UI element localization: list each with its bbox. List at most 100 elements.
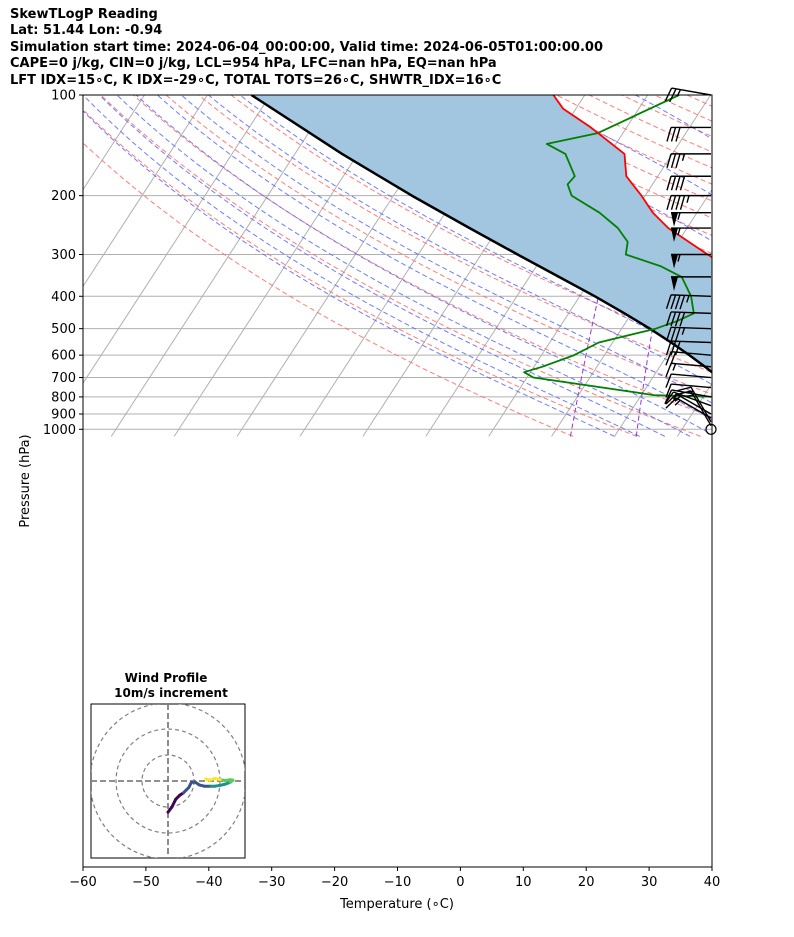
barb-shaft [671,373,712,379]
x-tick-label: 20 [578,875,595,890]
barb-half [672,393,679,400]
temperature-line [552,95,712,259]
isotherm-line [110,95,334,437]
y-tick-label: 700 [51,371,76,386]
wind-barb [665,383,712,398]
wind-barb [671,227,711,242]
time-line: Simulation start time: 2024-06-04_00:00:… [10,39,603,55]
wind-barb [665,311,712,327]
barb-full [665,340,672,356]
moist-adiabat-line [180,95,712,404]
moist-adiabat-line [749,95,794,436]
moist-adiabat-line [83,95,640,437]
barb-full [674,312,681,327]
barb-full [669,351,677,366]
dewpoint-line [523,95,712,398]
wind-barb [665,397,712,419]
barb-full [666,195,672,210]
index-line: LFT IDX=15∘C, K IDX=-29∘C, TOTAL TOTS=26… [10,72,502,88]
isotherm-line [740,95,794,436]
cape-line: CAPE=0 j/kg, CIN=0 j/kg, LCL=954 hPa, LF… [10,56,497,72]
x-tick-label: 40 [704,875,721,890]
dry-adiabat-line [100,95,701,437]
parcel-profile-line [250,95,712,374]
barb-half [674,395,681,402]
x-tick-label: 0 [456,875,464,890]
axes-layer: −60 −50 −40 −30 −20 −10 0 10 20 30 40 100 200 300 400 5… [43,89,720,891]
x-tick-label: 10 [515,875,532,890]
isotherm-line [614,285,712,437]
barb-shaft [676,393,712,415]
isotherm-line [83,95,145,191]
barb-full [675,127,681,142]
dry-adiabat-line [83,108,638,437]
hodograph [91,704,245,858]
barb-full [674,341,681,356]
barb-full [665,351,672,366]
barb-shaft [671,350,712,356]
isotherm-line [0,95,19,436]
barb-shaft [671,383,712,389]
barb-full [665,373,672,388]
barb-half [677,227,681,236]
moist-adiabat-line [135,95,712,436]
wind-barb [665,326,712,342]
moist-adiabat-line [116,95,691,437]
barb-shaft [670,326,712,330]
barb-shaft [671,389,712,398]
y-tick-label: 1000 [43,423,76,438]
barb-full [670,311,677,327]
barb-full [676,386,692,392]
wind-barb [665,340,712,356]
wind-profile-inset: Wind Profile 10m/s increment [90,671,246,859]
x-tick-label: −30 [258,875,285,890]
barb-half [681,327,686,335]
barb-half [681,153,686,162]
barb-full [665,383,672,398]
dry-adiabat-line [785,95,794,436]
barb-full [675,195,681,210]
barb-full [670,294,677,310]
dry-adiabat-line [752,95,794,436]
barb-half [677,212,681,220]
barb-full [665,397,677,409]
dry-adiabat-line [426,95,712,236]
y-axis-label: Pressure (hPa) [18,434,33,527]
wind-barb-layer [664,87,717,435]
barb-full [679,195,686,210]
dry-adiabat-line [719,95,794,436]
x-tick-label: −50 [132,875,159,890]
y-tick-label: 200 [51,189,76,204]
barb-full [679,295,686,310]
moist-adiabat-line [208,95,712,386]
cape-fill-layer [251,95,712,373]
y-tick-label: 500 [51,322,76,337]
barb-full [679,312,686,327]
wind-barb [665,393,712,415]
mixing-ratio-line [570,254,609,437]
x-tick-label: 30 [641,875,658,890]
inset-title: Wind Profile [125,671,208,685]
barb-shaft [670,340,712,344]
barb-shaft [670,294,712,297]
barb-half [672,363,677,371]
barb-half [686,295,690,303]
wind-barb [671,253,711,269]
barb-shaft [671,87,712,96]
barb-full [675,153,681,169]
barb-full [666,127,672,142]
barb-shaft [673,391,712,407]
barb-full [670,327,677,342]
wind-barb [666,153,711,169]
y-tick-label: 600 [51,349,76,364]
barb-full [674,294,681,310]
moist-adiabat-line [157,95,712,421]
y-tick-label: 400 [51,290,76,305]
y-tick-label: 300 [51,248,76,263]
hodograph-segment [204,777,212,782]
barb-full [670,127,677,142]
wind-barb [665,350,712,366]
x-tick-label: −60 [69,875,96,890]
barb-full [670,153,677,169]
